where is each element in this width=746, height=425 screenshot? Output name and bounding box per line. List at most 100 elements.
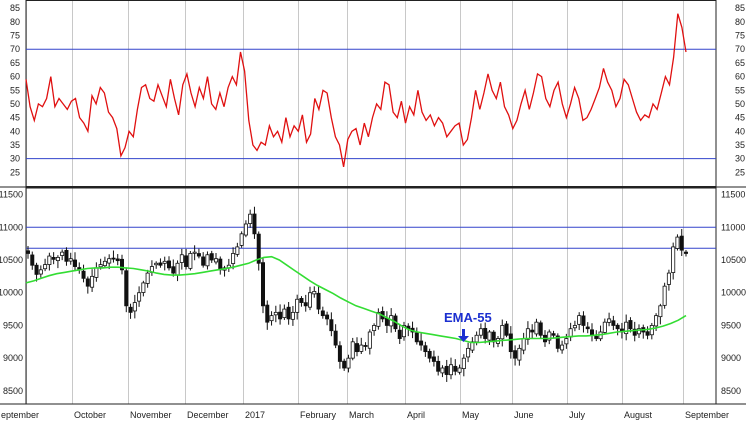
month-label: November xyxy=(130,410,172,420)
osc-y-tick-left: 75 xyxy=(10,31,20,41)
price-y-tick-left: 10000 xyxy=(0,288,23,298)
price-y-tick-left: 9000 xyxy=(3,353,23,363)
candle xyxy=(64,247,69,266)
candle xyxy=(239,231,244,248)
month-label: April xyxy=(407,410,425,420)
price-y-tick-left: 11500 xyxy=(0,190,23,200)
oscillator-line xyxy=(25,13,687,168)
candle xyxy=(231,247,236,270)
candle xyxy=(342,358,347,371)
candle xyxy=(547,329,552,345)
month-label: February xyxy=(300,410,337,420)
candle xyxy=(466,342,471,363)
price-y-tick-right: 8500 xyxy=(721,386,741,396)
osc-y-tick-right: 65 xyxy=(735,58,745,68)
candle xyxy=(286,302,291,325)
candle xyxy=(256,231,261,271)
candle xyxy=(572,320,577,332)
candle xyxy=(38,265,43,278)
candle xyxy=(184,248,189,270)
candle xyxy=(303,294,308,312)
candle xyxy=(662,282,667,309)
candle xyxy=(278,304,283,325)
candle xyxy=(427,348,432,363)
month-label: eptember xyxy=(1,410,39,420)
candle xyxy=(637,324,642,339)
candle xyxy=(205,251,210,270)
candle xyxy=(145,269,150,288)
y-tick-labels: 25 25 30 30 35 35 40 40 45 45 50 50 55 55 60 60 65 65 70 70… xyxy=(0,3,746,396)
candle xyxy=(419,333,424,351)
candle xyxy=(295,294,300,320)
osc-y-tick-right: 60 xyxy=(735,72,745,82)
candle xyxy=(260,257,265,314)
candle xyxy=(525,321,530,345)
ema-annotation: EMA-55 xyxy=(444,310,492,342)
price-y-tick-right: 9500 xyxy=(721,320,741,330)
candle xyxy=(120,254,125,275)
candle xyxy=(478,323,483,339)
month-label: July xyxy=(569,410,586,420)
candle xyxy=(461,354,466,377)
candle xyxy=(517,344,522,366)
candle xyxy=(85,276,90,294)
candle xyxy=(577,312,582,330)
candle xyxy=(265,300,270,330)
candle xyxy=(188,251,193,271)
candle xyxy=(137,286,142,307)
osc-y-tick-left: 25 xyxy=(10,167,20,177)
price-y-tick-right: 10500 xyxy=(721,255,746,265)
candle xyxy=(645,326,650,340)
month-label: May xyxy=(462,410,480,420)
candle xyxy=(115,254,120,266)
candle xyxy=(483,322,488,344)
candle xyxy=(248,209,253,228)
price-y-tick-left: 9500 xyxy=(3,320,23,330)
osc-y-tick-right: 55 xyxy=(735,85,745,95)
month-label: August xyxy=(624,410,653,420)
candle xyxy=(649,322,654,340)
candle xyxy=(354,337,359,357)
candle xyxy=(25,245,30,259)
month-label: December xyxy=(187,410,229,420)
candle xyxy=(132,294,137,319)
price-y-tick-right: 9000 xyxy=(721,353,741,363)
price-y-tick-left: 11000 xyxy=(0,222,23,232)
candle xyxy=(448,357,453,380)
candle xyxy=(299,296,304,307)
candle xyxy=(602,318,607,335)
osc-y-tick-right: 45 xyxy=(735,113,745,123)
osc-y-tick-right: 35 xyxy=(735,140,745,150)
candle xyxy=(269,311,274,326)
osc-y-tick-left: 60 xyxy=(10,72,20,82)
price-panel xyxy=(25,187,717,405)
candle xyxy=(607,312,612,327)
candle xyxy=(329,312,334,337)
candle xyxy=(401,321,406,341)
candle xyxy=(632,321,637,342)
candle xyxy=(90,269,95,292)
osc-y-tick-right: 50 xyxy=(735,99,745,109)
candle xyxy=(166,256,171,271)
candle xyxy=(34,262,39,282)
candle xyxy=(457,364,462,375)
candle xyxy=(675,234,680,251)
candle xyxy=(162,256,167,271)
candle xyxy=(444,359,449,382)
candle xyxy=(201,252,206,268)
osc-y-tick-right: 75 xyxy=(735,31,745,41)
candle xyxy=(196,248,201,259)
oscillator-panel xyxy=(0,0,746,188)
candle xyxy=(628,317,633,333)
candle xyxy=(684,250,689,257)
candle xyxy=(325,311,330,326)
osc-y-tick-left: 40 xyxy=(10,126,20,136)
candle xyxy=(102,256,107,269)
month-label: October xyxy=(74,410,106,420)
candle xyxy=(615,323,620,336)
candle xyxy=(273,305,278,323)
candle xyxy=(179,248,184,270)
candle xyxy=(213,253,218,265)
osc-y-tick-right: 30 xyxy=(735,154,745,164)
osc-y-tick-left: 80 xyxy=(10,17,20,27)
